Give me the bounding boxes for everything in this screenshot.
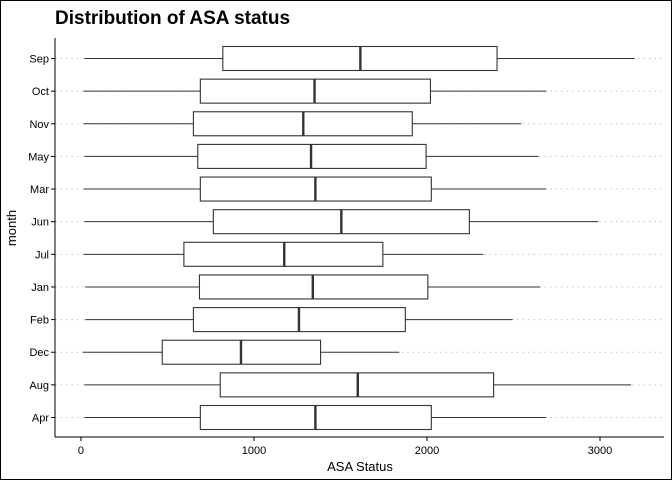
box-jan [85, 274, 541, 300]
box-may [84, 143, 539, 169]
y-tick-label-feb: Feb [30, 315, 49, 327]
x-tick-label-0: 0 [78, 445, 84, 457]
y-tick-label-jul: Jul [35, 249, 49, 261]
y-tick-label-mar: Mar [30, 184, 49, 196]
box-apr [84, 404, 547, 431]
box-feb [85, 307, 513, 333]
y-tick-label-sep: Sep [29, 54, 49, 66]
y-axis-title: month [4, 210, 19, 246]
box-oct [83, 78, 547, 104]
y-tick-label-jan: Jan [31, 282, 49, 294]
x-tick-label-3000: 3000 [588, 445, 612, 457]
y-tick-label-may: May [28, 151, 49, 163]
box-dec [82, 339, 400, 365]
box-jul [83, 241, 484, 267]
axes: Apr Aug Dec Feb Jan Jul Jun Mar May Nov Oct Sep 0 100… [28, 38, 664, 457]
x-axis-title: ASA Status [327, 459, 393, 474]
y-tick-label-apr: Apr [32, 413, 49, 425]
y-tick-label-nov: Nov [29, 119, 49, 131]
box-aug [84, 372, 632, 398]
x-tick-label-1000: 1000 [242, 445, 266, 457]
box-mar [83, 176, 547, 202]
y-tick-label-jun: Jun [31, 217, 49, 229]
boxes-layer [82, 45, 635, 431]
chart-title: Distribution of ASA status [55, 8, 290, 29]
y-tick-label-aug: Aug [29, 380, 49, 392]
y-tick-label-oct: Oct [32, 86, 49, 98]
box-nov [83, 111, 522, 137]
y-tick-label-dec: Dec [29, 347, 49, 359]
box-jun [84, 209, 599, 235]
box-sep [84, 45, 635, 72]
x-tick-label-2000: 2000 [415, 445, 439, 457]
